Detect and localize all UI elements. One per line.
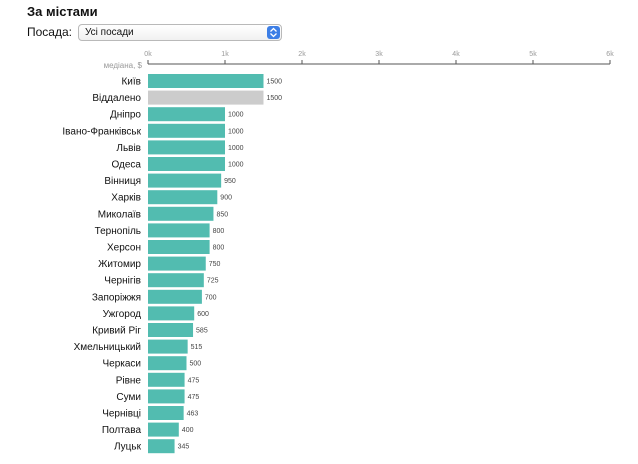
section-title: За містами	[27, 4, 98, 19]
category-label: Луцьк	[114, 442, 142, 453]
value-label: 1000	[228, 162, 244, 169]
value-label: 1000	[228, 128, 244, 135]
position-select[interactable]: Усі посади	[77, 23, 282, 41]
x-tick-label: 1k	[221, 51, 229, 58]
bar	[148, 323, 194, 337]
bar	[148, 406, 184, 420]
bar	[148, 140, 225, 155]
position-select-value: Усі посади	[84, 26, 134, 38]
category-label: Херсон	[107, 243, 141, 254]
value-label: 725	[207, 278, 219, 285]
value-label: 950	[224, 178, 236, 185]
category-label: Дніпро	[110, 110, 141, 121]
bar	[148, 123, 225, 138]
bar	[148, 356, 187, 371]
bar	[148, 273, 204, 288]
category-label: Тернопіль	[95, 226, 141, 237]
value-label: 700	[205, 294, 217, 301]
bar	[148, 422, 179, 437]
category-label: Кривий Ріг	[92, 326, 141, 337]
category-label: Чернівці	[102, 409, 141, 420]
value-label: 475	[188, 394, 200, 401]
category-label: Івано-Франківськ	[62, 126, 141, 137]
category-label: Одеса	[111, 160, 141, 171]
x-tick-label: 2k	[298, 51, 306, 58]
bar	[148, 223, 210, 238]
value-label: 1500	[267, 95, 283, 102]
value-label: 900	[220, 195, 232, 202]
x-axis-label: медіана, $	[104, 61, 143, 70]
value-label: 515	[191, 344, 203, 351]
bar	[148, 256, 206, 271]
category-label: Полтава	[102, 425, 142, 436]
value-label: 750	[209, 261, 221, 268]
bar	[148, 206, 214, 221]
x-tick-label: 0k	[144, 51, 152, 58]
value-label: 600	[197, 311, 209, 318]
category-label: Черкаси	[102, 359, 141, 370]
category-label: Житомир	[98, 259, 141, 270]
category-label: Чернігів	[104, 276, 141, 287]
bar	[148, 240, 210, 254]
category-label: Віддалено	[92, 93, 141, 104]
value-label: 500	[190, 361, 202, 368]
value-label: 800	[213, 245, 225, 252]
value-label: 850	[216, 211, 228, 218]
bar	[148, 107, 225, 122]
x-tick-label: 3k	[375, 51, 383, 58]
value-label: 463	[187, 411, 199, 418]
category-label: Рівне	[116, 375, 142, 386]
bar	[148, 339, 188, 354]
value-label: 475	[188, 377, 200, 384]
category-label: Київ	[121, 77, 141, 88]
select-updown-icon	[266, 25, 280, 39]
value-label: 585	[196, 328, 208, 335]
position-filter: Посада: Усі посади	[27, 22, 282, 42]
category-label: Харків	[111, 193, 141, 204]
category-label: Миколаїв	[98, 209, 141, 220]
bar	[148, 289, 202, 304]
value-label: 1000	[228, 112, 244, 119]
value-label: 400	[182, 427, 194, 434]
bar	[148, 372, 185, 387]
bar	[148, 74, 264, 88]
bar	[148, 190, 218, 205]
bar	[148, 157, 225, 171]
value-label: 800	[213, 228, 225, 235]
value-label: 345	[178, 444, 190, 451]
x-tick-label: 4k	[452, 51, 460, 58]
category-label: Львів	[116, 143, 141, 154]
bar	[148, 90, 264, 105]
bar	[148, 389, 185, 404]
x-tick-label: 6k	[606, 51, 614, 58]
bar	[148, 173, 222, 188]
x-tick-label: 5k	[529, 51, 537, 58]
filter-label: Посада:	[27, 25, 72, 39]
category-label: Вінниця	[104, 176, 141, 187]
category-label: Хмельницький	[74, 342, 141, 353]
bar	[148, 306, 195, 321]
value-label: 1500	[267, 79, 283, 86]
category-label: Ужгород	[103, 309, 142, 320]
value-label: 1000	[228, 145, 244, 152]
bar	[148, 439, 175, 454]
category-label: Суми	[116, 392, 141, 403]
category-label: Запоріжжя	[92, 292, 141, 303]
